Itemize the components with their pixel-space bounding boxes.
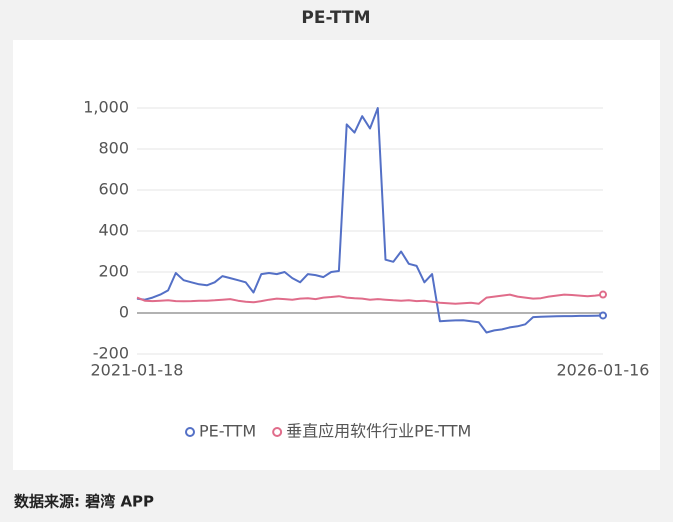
- legend-label: PE-TTM: [199, 422, 256, 441]
- y-tick-label: 400: [98, 221, 129, 240]
- legend-label: 垂直应用软件行业PE-TTM: [286, 422, 471, 441]
- y-tick-label: 600: [98, 180, 129, 199]
- footer: 数据来源: 碧湾 APP: [14, 493, 154, 511]
- y-tick-label: 0: [119, 303, 129, 322]
- x-tick-label: 2021-01-18: [91, 361, 184, 380]
- line: [136, 293, 604, 305]
- end-marker: [599, 290, 607, 299]
- end-marker: [599, 311, 607, 320]
- line: [136, 107, 604, 334]
- legend-marker: [272, 427, 283, 437]
- y-tick-label: 200: [98, 262, 129, 281]
- legend-marker: [185, 427, 195, 437]
- x-tick-label: 2026-01-16: [557, 361, 650, 380]
- panel: [13, 40, 660, 470]
- y-tick-label: 1,000: [83, 98, 129, 117]
- y-tick-label: 800: [98, 139, 129, 158]
- y-tick-label: -200: [93, 344, 129, 363]
- chart-title: PE-TTM: [301, 8, 370, 28]
